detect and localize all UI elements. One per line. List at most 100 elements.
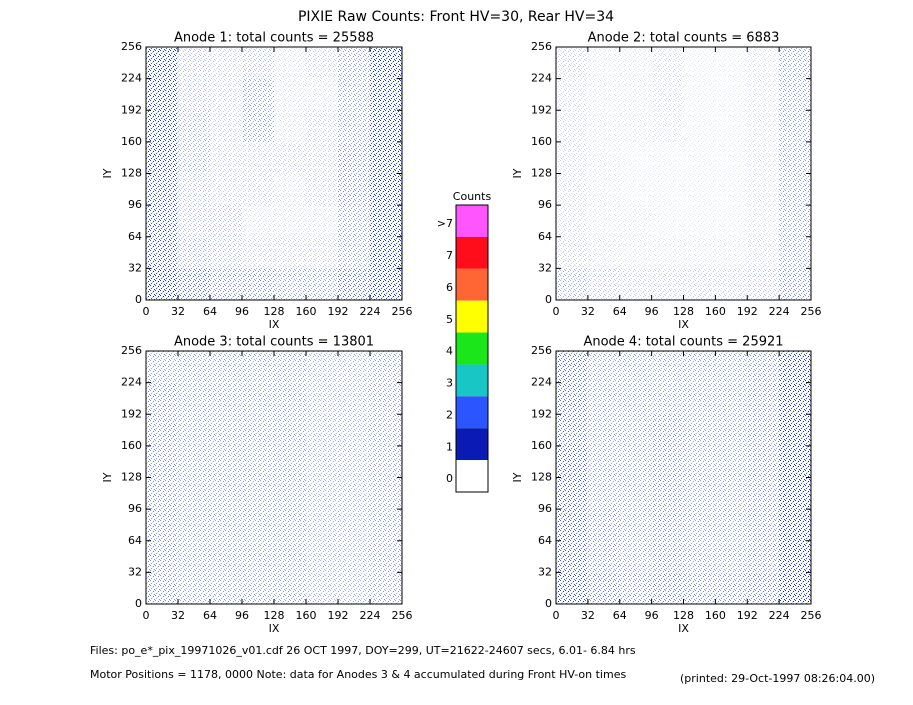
density-cell <box>747 572 780 604</box>
density-cell <box>587 509 620 541</box>
y-tick-label: 64 <box>538 534 552 547</box>
density-cell <box>306 509 338 541</box>
y-tick-label: 128 <box>121 471 142 484</box>
density-cell <box>683 414 716 446</box>
density-cell <box>306 572 338 604</box>
density-cell <box>651 509 684 541</box>
density-cell <box>146 236 178 269</box>
density-cell <box>338 572 370 604</box>
x-tick-label: 224 <box>360 609 381 622</box>
density-cell <box>338 351 370 383</box>
density-cell <box>306 236 338 269</box>
density-cell <box>747 268 780 300</box>
density-cell <box>338 78 370 111</box>
density-cell <box>370 141 402 174</box>
density-cell <box>619 445 652 478</box>
y-tick-label: 32 <box>128 565 142 578</box>
footer-motor: Motor Positions = 1178, 0000 Note: data … <box>90 668 626 681</box>
density-cell <box>747 173 780 206</box>
x-tick-label: 32 <box>171 609 185 622</box>
density-cell <box>306 445 338 478</box>
density-cell <box>715 110 748 142</box>
density-cell <box>274 268 306 300</box>
density-cell <box>370 173 402 206</box>
density-cell <box>242 351 274 383</box>
density-cell <box>747 351 780 383</box>
density-cell <box>242 173 274 206</box>
y-tick-label: 160 <box>121 135 142 148</box>
x-tick-label: 32 <box>171 305 185 318</box>
density-cell <box>715 509 748 541</box>
x-axis-label: IX <box>269 318 280 331</box>
colorbar-label: 7 <box>446 249 453 262</box>
x-tick-label: 224 <box>769 305 790 318</box>
colorbar-title: Counts <box>453 190 492 203</box>
y-tick-label: 224 <box>531 376 552 389</box>
density-cell <box>370 236 402 269</box>
density-cell <box>619 205 652 237</box>
x-tick-label: 96 <box>645 305 659 318</box>
y-tick-label: 0 <box>135 293 142 306</box>
y-axis-label: IY <box>511 472 524 482</box>
density-cell <box>556 47 588 79</box>
density-cell <box>779 509 811 541</box>
density-cell <box>338 414 370 446</box>
x-tick-label: 0 <box>553 305 560 318</box>
density-cell <box>146 268 178 300</box>
density-cell <box>779 78 811 111</box>
density-cell <box>178 382 210 415</box>
density-cell <box>178 351 210 383</box>
density-cell <box>715 540 748 573</box>
density-cell <box>274 110 306 142</box>
density-cell <box>306 110 338 142</box>
density-cell <box>619 141 652 174</box>
density-cell <box>242 236 274 269</box>
density-cell <box>556 351 588 383</box>
colorbar-label: 2 <box>446 408 453 421</box>
density-cell <box>338 236 370 269</box>
y-tick-label: 224 <box>531 72 552 85</box>
density-cell <box>779 445 811 478</box>
density-cell <box>587 445 620 478</box>
density-cell <box>370 509 402 541</box>
density-cell <box>210 47 242 79</box>
y-tick-label: 64 <box>128 230 142 243</box>
y-tick-label: 0 <box>545 293 552 306</box>
density-cell <box>715 47 748 79</box>
density-cell <box>683 351 716 383</box>
density-cell <box>210 477 242 510</box>
density-cell <box>242 540 274 573</box>
colorbar-swatch <box>456 268 488 301</box>
page-title: PIXIE Raw Counts: Front HV=30, Rear HV=3… <box>298 9 614 25</box>
density-cell <box>779 110 811 142</box>
density-cell <box>242 572 274 604</box>
density-cell <box>683 268 716 300</box>
y-tick-label: 128 <box>121 167 142 180</box>
density-cell <box>146 351 178 383</box>
y-tick-label: 192 <box>121 103 142 116</box>
density-cell <box>715 382 748 415</box>
density-cell <box>556 205 588 237</box>
density-cell <box>779 236 811 269</box>
density-cell <box>338 540 370 573</box>
density-cell <box>747 110 780 142</box>
density-cell <box>587 351 620 383</box>
density-cell <box>242 445 274 478</box>
colorbar-swatch <box>456 396 488 429</box>
x-tick-label: 32 <box>581 305 595 318</box>
density-cell <box>242 78 274 111</box>
x-tick-label: 64 <box>613 609 627 622</box>
density-cell <box>747 205 780 237</box>
density-cell <box>306 205 338 237</box>
density-cell <box>779 382 811 415</box>
density-cell <box>715 572 748 604</box>
density-cell <box>715 78 748 111</box>
y-axis-label: IY <box>511 168 524 178</box>
density-cell <box>651 445 684 478</box>
density-cell <box>370 205 402 237</box>
density-cell <box>619 351 652 383</box>
density-cell <box>146 110 178 142</box>
density-cell <box>651 236 684 269</box>
y-axis-label: IY <box>101 472 114 482</box>
density-cell <box>556 572 588 604</box>
